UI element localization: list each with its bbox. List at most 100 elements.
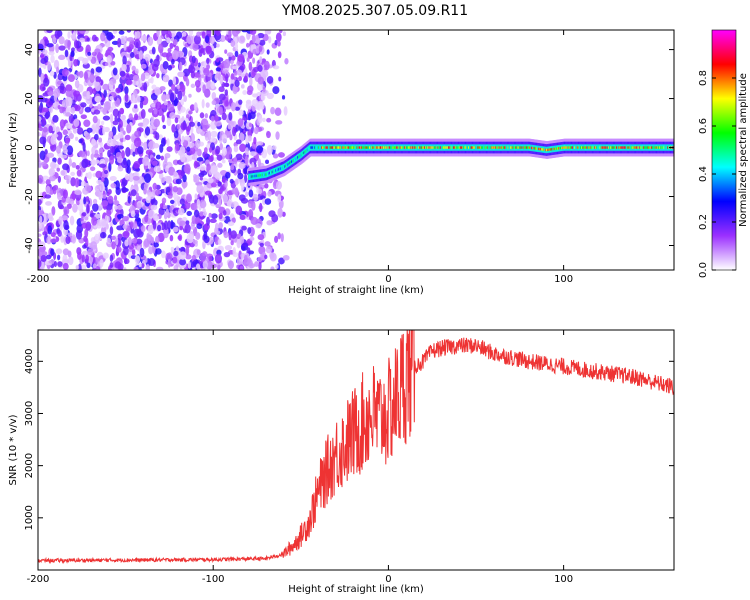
noise-cell (258, 114, 263, 124)
noise-cell (107, 46, 114, 52)
noise-cell (237, 53, 245, 63)
noise-cell (49, 70, 55, 77)
noise-cell (185, 220, 190, 225)
noise-cell (76, 71, 81, 76)
noise-cell (145, 264, 150, 270)
noise-cell (278, 76, 282, 82)
noise-cell (140, 63, 147, 69)
noise-cell (102, 107, 108, 115)
noise-cell (47, 212, 53, 220)
noise-cell (126, 37, 134, 42)
noise-cell (215, 30, 221, 36)
noise-cell (124, 86, 129, 95)
noise-cell (102, 252, 109, 259)
noise-cell (78, 30, 86, 34)
noise-cell (210, 165, 218, 175)
noise-cell (222, 209, 227, 216)
noise-cell (230, 39, 236, 48)
noise-cell (226, 52, 234, 58)
noise-cell (66, 145, 74, 156)
noise-cell (38, 233, 42, 238)
noise-cell (62, 248, 70, 256)
noise-cell (136, 146, 144, 155)
noise-cell (249, 111, 256, 120)
noise-cell (214, 120, 222, 127)
noise-cell (234, 178, 239, 186)
noise-cell (118, 30, 125, 35)
snr-y-ticks: 1000 2000 3000 4000 (24, 349, 674, 531)
noise-cell (179, 251, 187, 260)
noise-cell (217, 264, 221, 270)
noise-cell (82, 244, 87, 249)
noise-cell (185, 254, 192, 260)
noise-cell (140, 35, 147, 42)
noise-cell (51, 206, 56, 216)
noise-cell (167, 258, 171, 268)
snr-x-ticks: -200 -100 0 100 (27, 330, 573, 585)
noise-cell (90, 241, 98, 250)
noise-cell (136, 238, 143, 245)
noise-cell (117, 110, 121, 119)
noise-cell (275, 32, 282, 42)
noise-cell (257, 64, 263, 72)
noise-cell (86, 262, 91, 269)
noise-cell (283, 106, 288, 116)
noise-cell (135, 192, 140, 200)
noise-cell (81, 254, 85, 263)
noise-cell (140, 73, 146, 82)
noise-cell (60, 169, 66, 176)
noise-cell (43, 77, 50, 87)
noise-cell (248, 61, 253, 71)
noise-cell (278, 257, 285, 265)
noise-cell (206, 57, 210, 65)
noise-cell (191, 215, 196, 225)
colorbar-tick-label: 0.4 (698, 166, 709, 182)
noise-cell (107, 195, 114, 204)
noise-cell (116, 156, 123, 164)
noise-cell (234, 79, 240, 88)
noise-cell (193, 34, 201, 45)
noise-cell (242, 90, 248, 95)
y-tick-label: 4000 (24, 349, 35, 374)
noise-cell (170, 246, 174, 252)
y-tick-label: 40 (24, 43, 35, 56)
noise-cell (93, 153, 100, 158)
noise-cell (266, 76, 274, 84)
noise-cell (153, 242, 159, 248)
noise-cell (44, 111, 50, 120)
noise-cell (232, 65, 239, 70)
noise-cell (210, 115, 215, 122)
noise-cell (38, 259, 42, 269)
x-tick-label: 0 (385, 274, 391, 285)
noise-cell (246, 57, 250, 62)
noise-cell (101, 200, 109, 207)
noise-cell (117, 145, 124, 150)
noise-cell (112, 108, 120, 117)
colorbar-ticks: 0.0 0.2 0.4 0.6 0.8 (698, 70, 736, 278)
noise-cell (38, 198, 42, 206)
noise-cell (67, 232, 73, 237)
noise-cell (39, 215, 43, 224)
noise-cell (192, 239, 198, 245)
noise-cell (258, 45, 263, 53)
noise-cell (82, 141, 86, 152)
noise-cell (123, 258, 130, 265)
noise-cell (113, 134, 120, 140)
noise-cell (196, 31, 202, 37)
noise-cell (199, 65, 204, 76)
noise-cell (178, 128, 183, 135)
noise-cell (47, 61, 52, 72)
x-tick-label: -100 (202, 274, 225, 285)
noise-cell (45, 179, 51, 186)
noise-cell (264, 30, 271, 35)
noise-cell (74, 39, 78, 49)
noise-cell (194, 153, 198, 164)
noise-cell (271, 213, 279, 223)
noise-cell (225, 73, 229, 83)
noise-cell (56, 66, 60, 74)
noise-cell (236, 69, 243, 76)
noise-cell (62, 262, 69, 270)
noise-cell (208, 255, 213, 262)
noise-cell (186, 193, 192, 203)
